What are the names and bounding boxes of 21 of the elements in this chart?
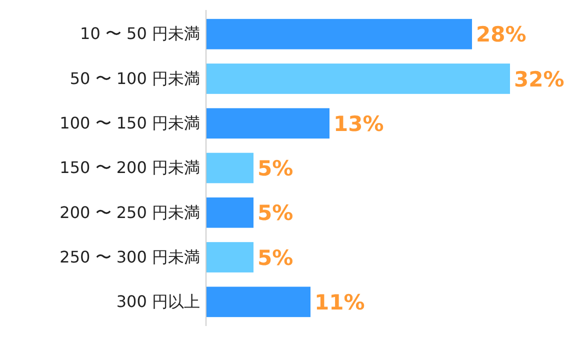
y-tick-label: 200 〜 250 円未満 <box>60 202 200 222</box>
data-label: 32% <box>514 67 564 92</box>
data-label: 5% <box>258 201 294 226</box>
data-label: 11% <box>314 290 365 314</box>
y-tick-label: 100 〜 150 円未満 <box>60 113 200 132</box>
data-label: 5% <box>258 246 294 270</box>
bar <box>206 152 254 184</box>
data-label: 28% <box>476 22 526 47</box>
bar <box>206 108 330 139</box>
bar <box>206 64 510 94</box>
y-tick-label: 250 〜 300 円未満 <box>60 247 200 266</box>
y-tick-label: 10 〜 50 円未満 <box>80 24 200 44</box>
bar <box>206 18 472 50</box>
bar <box>206 286 310 318</box>
y-tick-label: 150 〜 200 円未満 <box>60 158 200 178</box>
bar <box>206 242 254 272</box>
bar <box>206 197 254 228</box>
data-label: 5% <box>258 156 294 181</box>
data-label: 13% <box>334 112 384 136</box>
y-tick-label: 50 〜 100 円未満 <box>70 68 200 88</box>
y-tick-label: 300 円以上 <box>116 292 200 312</box>
